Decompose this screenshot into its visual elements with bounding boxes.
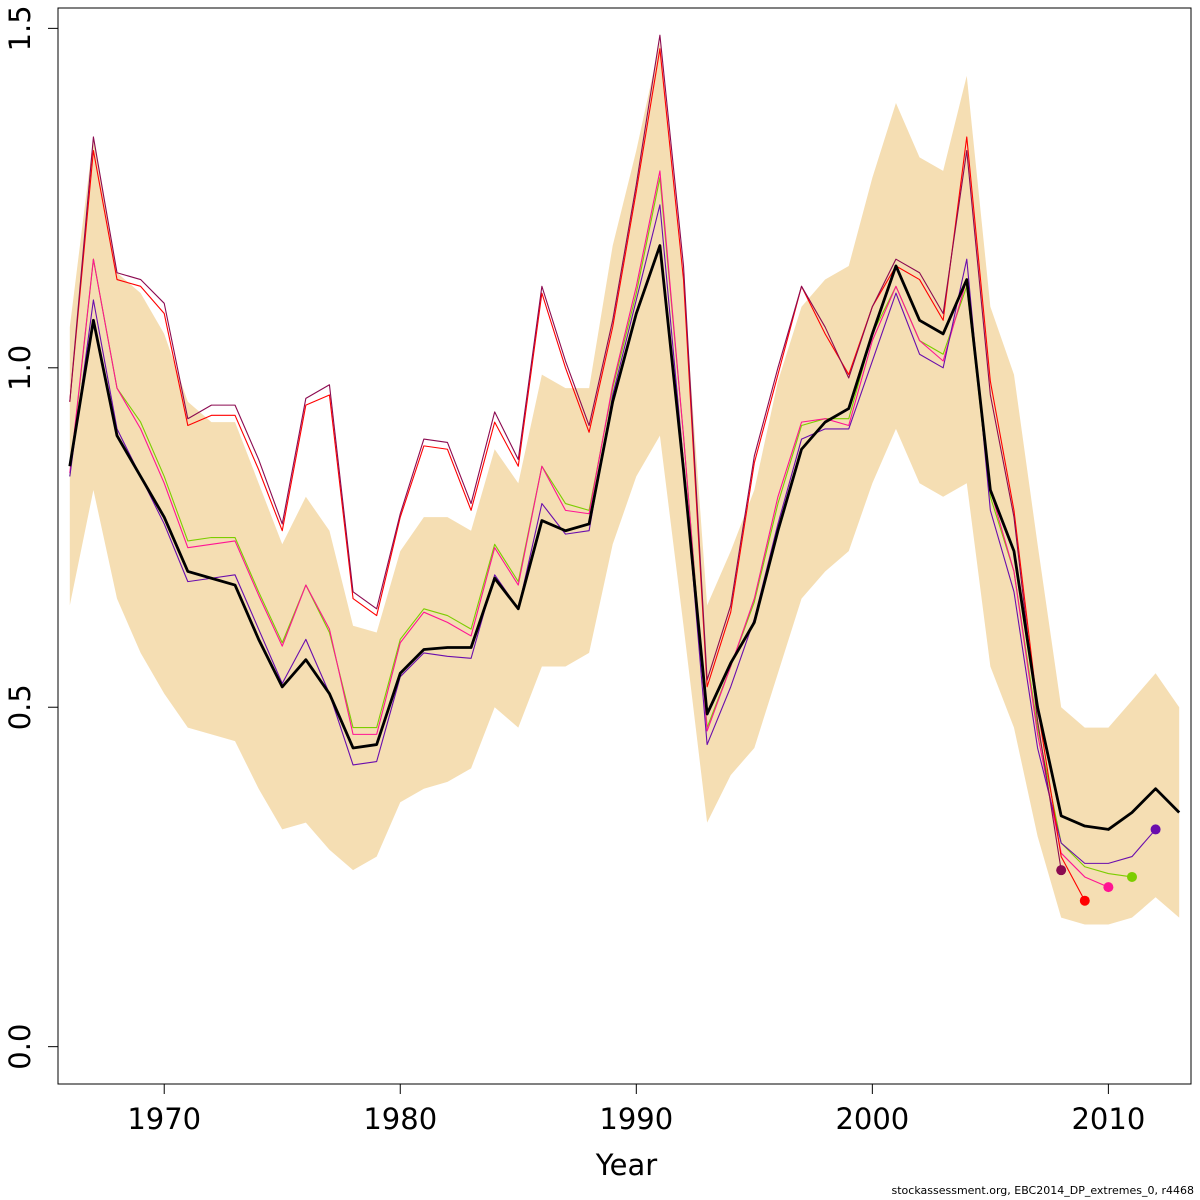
series-line-4 — [69, 48, 1086, 901]
series-end-point-1 — [1126, 871, 1137, 882]
x-tick-label: 2000 — [835, 1102, 909, 1136]
series-line-2 — [69, 170, 1109, 888]
footer-credit: stockassessment.org, EBC2014_DP_extremes… — [891, 1184, 1194, 1197]
x-axis: 1970 1980 1990 2000 2010 — [127, 1083, 1145, 1136]
confidence-band — [69, 41, 1180, 925]
y-tick-label: 0.5 — [3, 684, 37, 730]
y-tick-label: 1.0 — [3, 345, 37, 391]
confidence-band-layer — [69, 41, 1180, 925]
x-tick-label: 1990 — [599, 1102, 673, 1136]
series-end-point-3 — [1150, 824, 1161, 835]
x-tick-label: 1980 — [363, 1102, 437, 1136]
y-tick-label: 0.0 — [3, 1024, 37, 1070]
series-line-5 — [69, 34, 1062, 871]
series-line-0 — [68, 244, 1181, 831]
end-marker-layer — [1056, 824, 1161, 906]
y-axis: 0.0 0.5 1.0 1.5 — [3, 5, 59, 1070]
series-end-point-2 — [1103, 882, 1114, 893]
series-end-point-5 — [1056, 865, 1067, 876]
x-axis-title: Year — [595, 1148, 657, 1182]
series-layer — [68, 34, 1181, 901]
x-tick-label: 1970 — [127, 1102, 201, 1136]
y-tick-label: 1.5 — [3, 5, 37, 51]
x-tick-label: 2010 — [1071, 1102, 1145, 1136]
series-end-point-4 — [1079, 895, 1090, 906]
